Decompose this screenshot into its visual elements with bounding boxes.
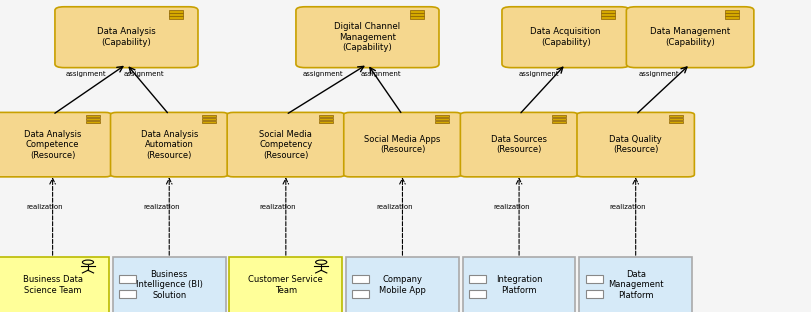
- Bar: [724, 16, 738, 19]
- FancyBboxPatch shape: [343, 112, 461, 177]
- Text: Data Analysis
Automation
(Resource): Data Analysis Automation (Resource): [140, 130, 198, 159]
- Bar: [410, 16, 423, 19]
- Text: Data
Management
Platform: Data Management Platform: [607, 270, 663, 300]
- Bar: [85, 115, 100, 117]
- FancyBboxPatch shape: [468, 290, 486, 298]
- Bar: [668, 118, 682, 120]
- Bar: [319, 115, 333, 117]
- Text: realization: realization: [260, 204, 296, 210]
- Bar: [551, 121, 565, 123]
- Text: assignment: assignment: [360, 71, 401, 77]
- Bar: [435, 121, 449, 123]
- FancyBboxPatch shape: [585, 290, 602, 298]
- FancyBboxPatch shape: [585, 275, 602, 283]
- Bar: [319, 118, 333, 120]
- Text: assignment: assignment: [517, 71, 558, 77]
- Text: Data Acquisition
(Capability): Data Acquisition (Capability): [530, 27, 600, 47]
- Bar: [410, 10, 423, 13]
- Bar: [169, 10, 183, 13]
- FancyBboxPatch shape: [462, 256, 575, 312]
- Text: Social Media Apps
(Resource): Social Media Apps (Resource): [364, 135, 440, 154]
- Text: assignment: assignment: [65, 71, 105, 77]
- FancyBboxPatch shape: [460, 112, 577, 177]
- FancyBboxPatch shape: [0, 112, 111, 177]
- Text: Integration
Platform: Integration Platform: [496, 275, 542, 295]
- FancyBboxPatch shape: [625, 7, 753, 68]
- Text: assignment: assignment: [123, 71, 164, 77]
- Bar: [410, 13, 423, 16]
- FancyBboxPatch shape: [577, 112, 693, 177]
- Text: Business Data
Science Team: Business Data Science Team: [23, 275, 83, 295]
- Text: Data Quality
(Resource): Data Quality (Resource): [608, 135, 661, 154]
- FancyBboxPatch shape: [501, 7, 629, 68]
- Bar: [435, 118, 449, 120]
- FancyBboxPatch shape: [119, 275, 136, 283]
- Text: realization: realization: [609, 204, 646, 210]
- Text: Digital Channel
Management
(Capability): Digital Channel Management (Capability): [334, 22, 400, 52]
- FancyBboxPatch shape: [295, 7, 439, 68]
- Text: Company
Mobile App: Company Mobile App: [379, 275, 425, 295]
- FancyBboxPatch shape: [110, 112, 228, 177]
- Text: assignment: assignment: [302, 71, 343, 77]
- FancyBboxPatch shape: [55, 7, 198, 68]
- FancyBboxPatch shape: [352, 290, 369, 298]
- Text: Data Analysis
Competence
(Resource): Data Analysis Competence (Resource): [24, 130, 81, 159]
- Bar: [319, 121, 333, 123]
- FancyBboxPatch shape: [113, 256, 225, 312]
- Text: Data Analysis
(Capability): Data Analysis (Capability): [97, 27, 156, 47]
- Bar: [202, 115, 216, 117]
- Text: assignment: assignment: [638, 71, 679, 77]
- Bar: [600, 13, 614, 16]
- Bar: [724, 13, 738, 16]
- FancyBboxPatch shape: [0, 256, 109, 312]
- Text: realization: realization: [143, 204, 179, 210]
- Bar: [435, 115, 449, 117]
- FancyBboxPatch shape: [578, 256, 691, 312]
- Text: realization: realization: [492, 204, 529, 210]
- FancyBboxPatch shape: [230, 256, 341, 312]
- Bar: [85, 118, 100, 120]
- Text: Data Management
(Capability): Data Management (Capability): [649, 27, 729, 47]
- Bar: [724, 10, 738, 13]
- Bar: [202, 118, 216, 120]
- Text: realization: realization: [376, 204, 413, 210]
- FancyBboxPatch shape: [227, 112, 344, 177]
- Bar: [169, 16, 183, 19]
- Bar: [169, 13, 183, 16]
- Bar: [551, 118, 565, 120]
- Bar: [600, 16, 614, 19]
- Bar: [551, 115, 565, 117]
- FancyBboxPatch shape: [352, 275, 369, 283]
- Text: Social Media
Competency
(Resource): Social Media Competency (Resource): [259, 130, 312, 159]
- FancyBboxPatch shape: [119, 290, 136, 298]
- FancyBboxPatch shape: [468, 275, 486, 283]
- FancyBboxPatch shape: [345, 256, 458, 312]
- Bar: [85, 121, 100, 123]
- Text: Business
Intelligence (BI)
Solution: Business Intelligence (BI) Solution: [135, 270, 203, 300]
- Bar: [600, 10, 614, 13]
- Text: realization: realization: [27, 204, 63, 210]
- Text: Data Sources
(Resource): Data Sources (Resource): [491, 135, 547, 154]
- Bar: [202, 121, 216, 123]
- Text: Customer Service
Team: Customer Service Team: [248, 275, 323, 295]
- Bar: [668, 121, 682, 123]
- Bar: [668, 115, 682, 117]
